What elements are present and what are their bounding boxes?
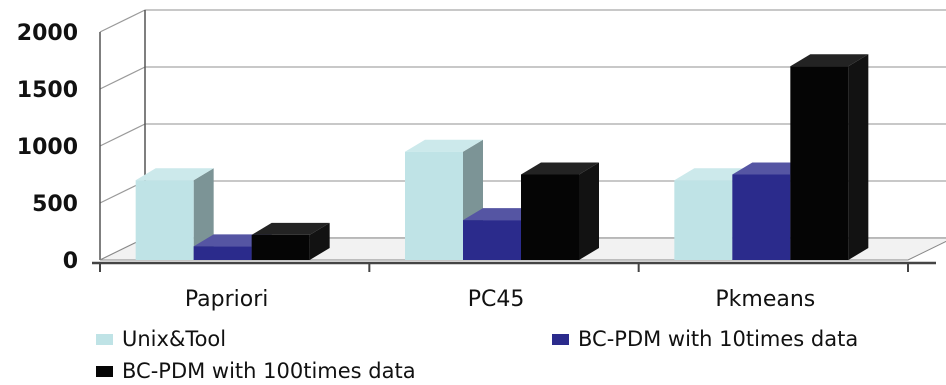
- bar-top-face: [790, 54, 869, 67]
- bar-side-face: [193, 168, 214, 260]
- legend-swatch-bc-pdm-100x: [96, 365, 113, 377]
- legend-label-unix-tool: Unix&Tool: [122, 327, 227, 351]
- bar-front-face: [405, 151, 463, 260]
- bar-front-face: [251, 234, 310, 260]
- y-tick-label: 2000: [17, 21, 78, 46]
- gridline-depth: [99, 123, 146, 147]
- gridline-depth: [99, 9, 146, 33]
- legend-item-bc-pdm-100x: BC-PDM with 100times data: [96, 359, 416, 383]
- legend-label-bc-pdm-100x: BC-PDM with 100times data: [122, 359, 416, 383]
- gridline-depth: [99, 66, 146, 90]
- y-tick-label: 1500: [17, 78, 78, 103]
- legend-label-bc-pdm-10x: BC-PDM with 10times data: [578, 327, 859, 351]
- legend: Unix&Tool BC-PDM with 10times data BC-PD…: [96, 327, 946, 385]
- bar-top-face: [521, 162, 599, 175]
- x-category-label: PC45: [468, 287, 525, 312]
- y-tick-label: 0: [63, 249, 78, 274]
- legend-swatch-unix-tool: [96, 333, 113, 345]
- bar-side-face: [579, 162, 599, 260]
- x-category-label: Papriori: [185, 287, 269, 312]
- bar-side-face: [848, 54, 869, 261]
- bars: [135, 54, 869, 261]
- y-tick-label: 500: [32, 192, 78, 217]
- bar: [790, 54, 869, 261]
- y-tick-label: 1000: [17, 135, 78, 160]
- bar-top-face: [135, 168, 214, 181]
- bar-chart: 0 500 1000 1500 2000 Papriori PC45 Pkmeans: [17, 9, 946, 312]
- bar-top-face: [405, 139, 483, 152]
- bar-front-face: [732, 174, 791, 260]
- x-category-label: Pkmeans: [715, 287, 815, 312]
- y-axis-ticks: 0 500 1000 1500 2000: [17, 21, 78, 274]
- bar-side-face: [309, 222, 330, 260]
- legend-item-bc-pdm-10x: BC-PDM with 10times data: [552, 327, 858, 351]
- bar-front-face: [790, 66, 849, 260]
- bar-top-face: [251, 222, 330, 235]
- legend-swatch-bc-pdm-10x: [552, 333, 569, 345]
- x-axis-categories: Papriori PC45 Pkmeans: [185, 287, 815, 312]
- bar: [521, 162, 599, 260]
- bar-front-face: [135, 180, 194, 260]
- bar-front-face: [674, 180, 733, 260]
- bar-front-face: [463, 220, 521, 260]
- bar: [251, 222, 330, 260]
- bar-front-face: [521, 174, 579, 260]
- legend-item-unix-tool: Unix&Tool: [96, 327, 226, 351]
- bar: [135, 168, 214, 260]
- bar-front-face: [193, 246, 252, 260]
